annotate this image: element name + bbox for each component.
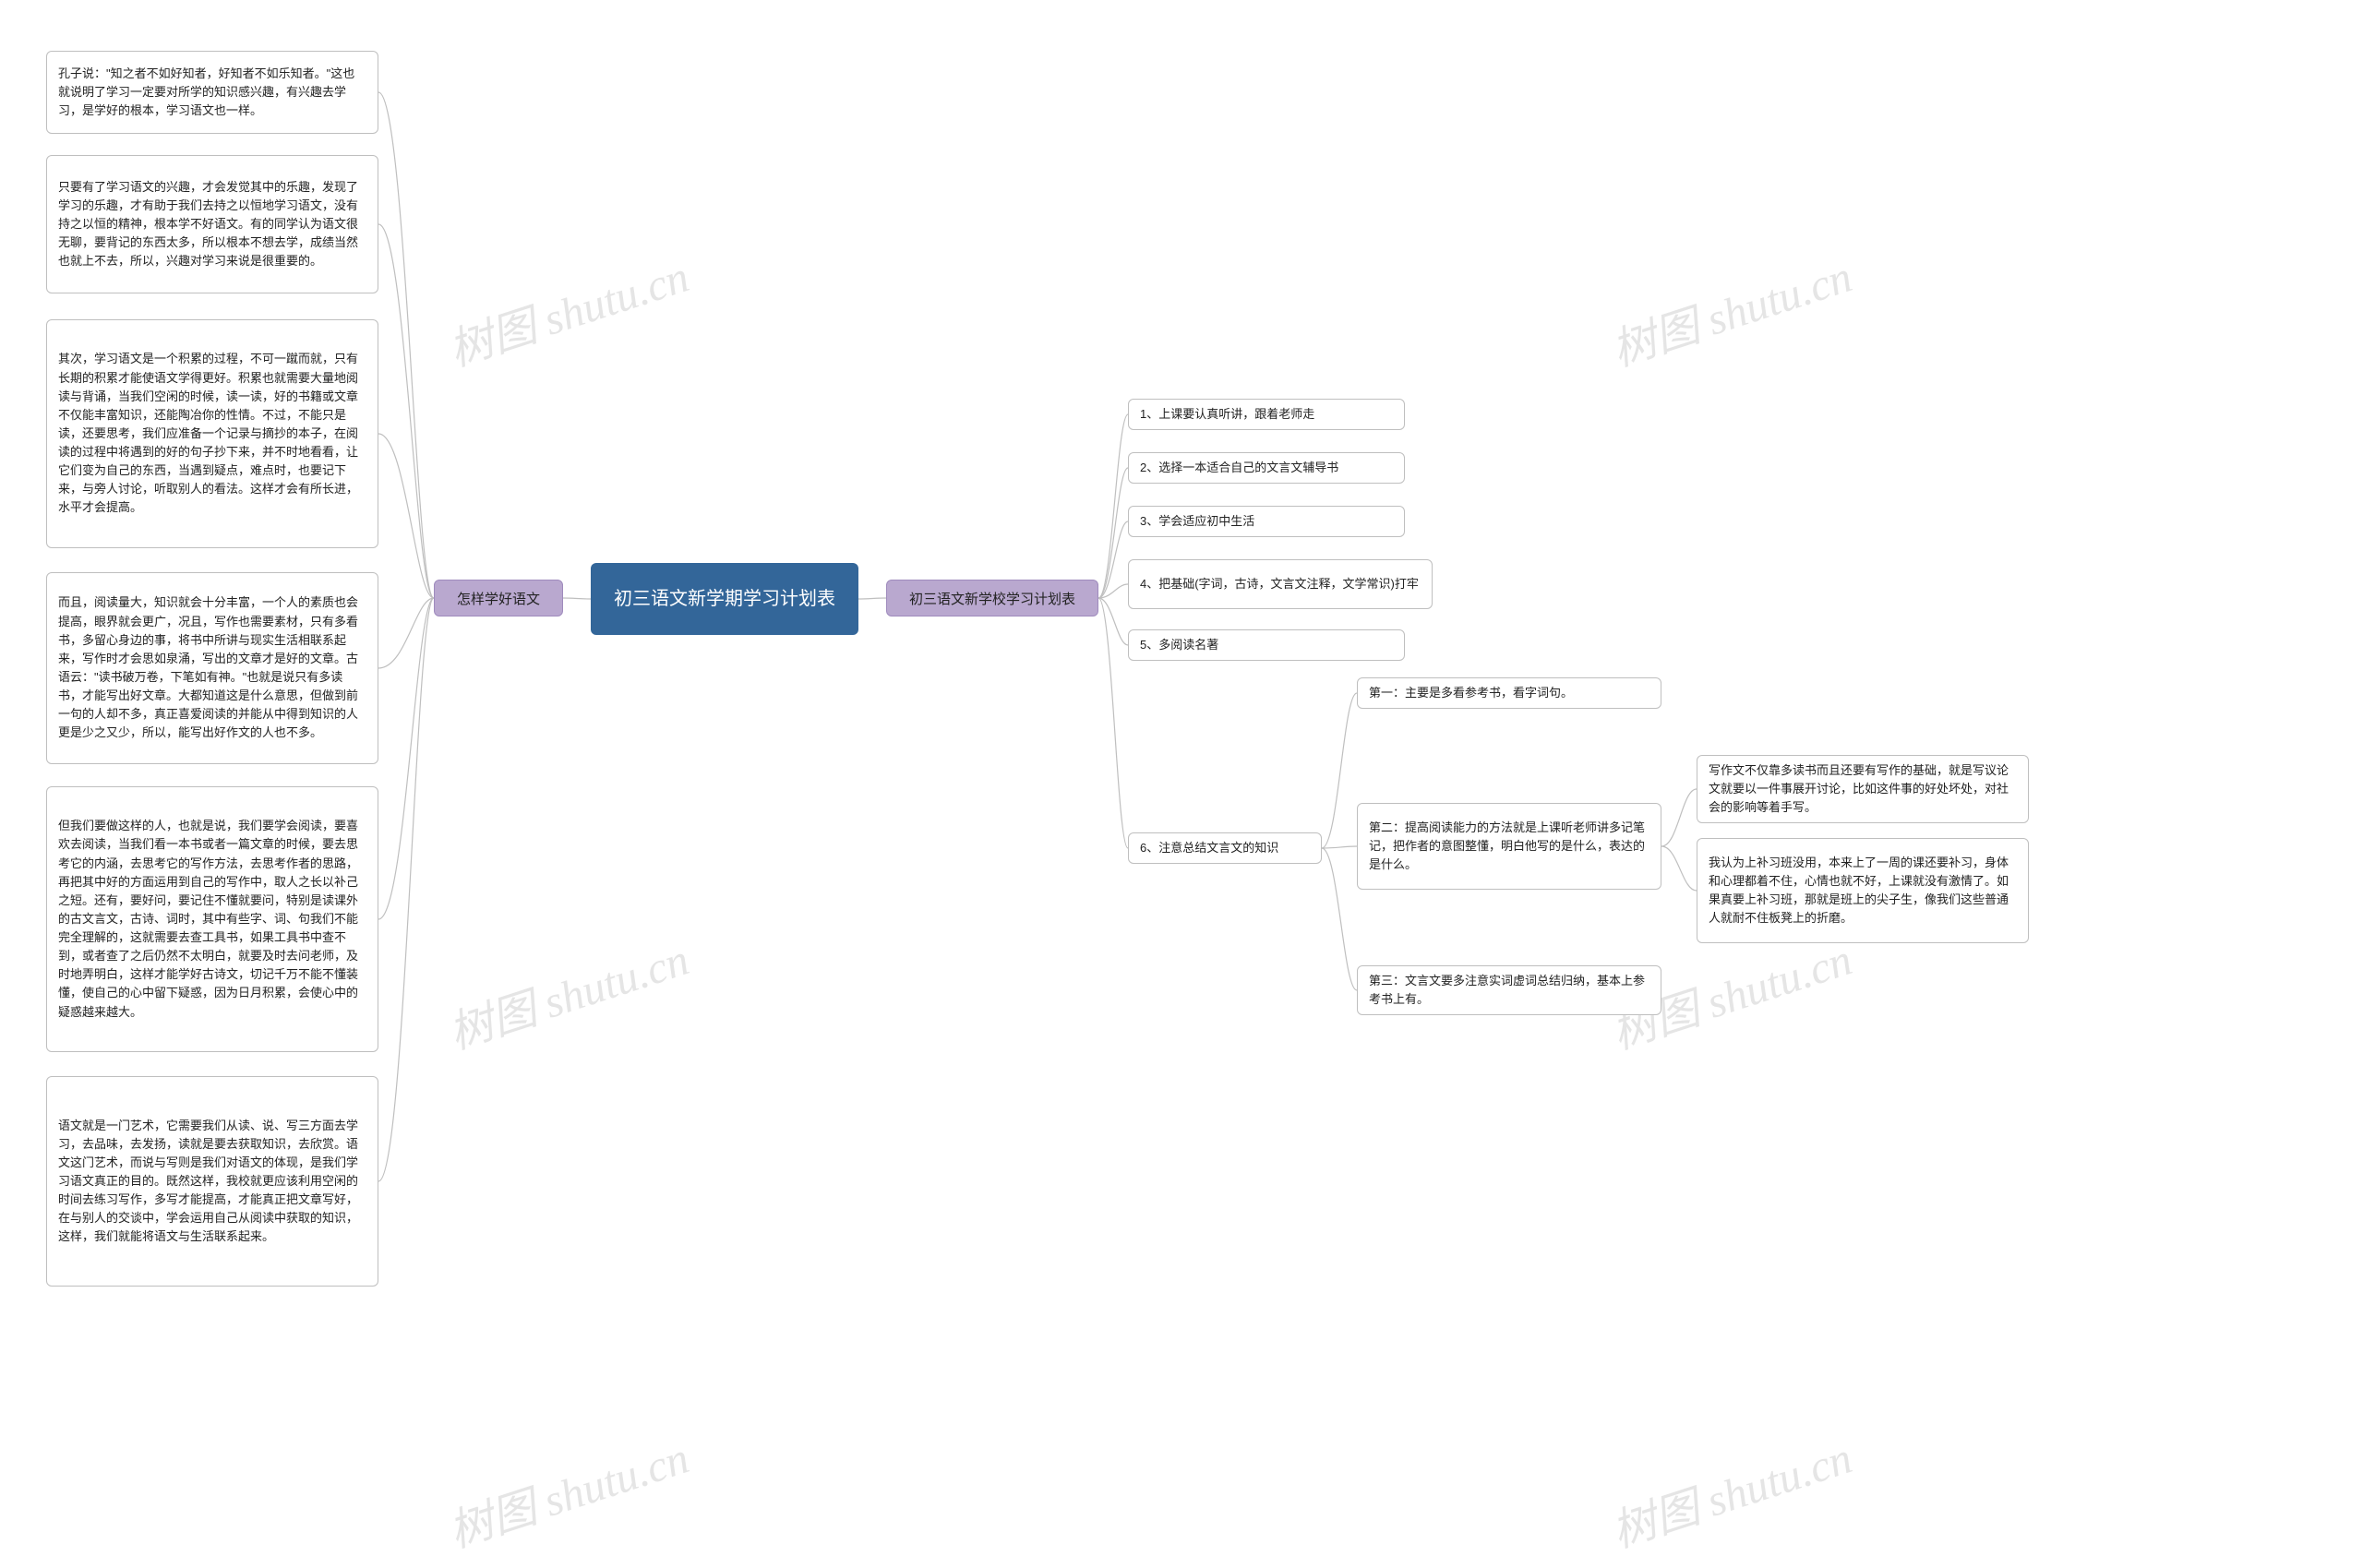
- leaf-text: 而且，阅读量大，知识就会十分丰富，一个人的素质也会提高，眼界就会更广，况且，写作…: [58, 593, 366, 742]
- watermark: 树图 shutu.cn: [439, 1421, 696, 1560]
- leaf-text: 第二：提高阅读能力的方法就是上课听老师讲多记笔记，把作者的意图整懂，明白他写的是…: [1369, 819, 1649, 874]
- left-leaf-4[interactable]: 但我们要做这样的人，也就是说，我们要学会阅读，要喜欢去阅读，当我们看一本书或者一…: [46, 786, 378, 1052]
- left-leaf-1[interactable]: 只要有了学习语文的兴趣，才会发觉其中的乐趣，发现了学习的乐趣，才有助于我们去持之…: [46, 155, 378, 293]
- right-leaf-0[interactable]: 1、上课要认真听讲，跟着老师走: [1128, 399, 1405, 430]
- leaf-text: 第三：文言文要多注意实词虚词总结归纳，基本上参考书上有。: [1369, 972, 1649, 1009]
- branch-left-label: 怎样学好语文: [457, 589, 540, 608]
- leaf-text: 只要有了学习语文的兴趣，才会发觉其中的乐趣，发现了学习的乐趣，才有助于我们去持之…: [58, 178, 366, 271]
- left-leaf-3[interactable]: 而且，阅读量大，知识就会十分丰富，一个人的素质也会提高，眼界就会更广，况且，写作…: [46, 572, 378, 764]
- watermark: 树图 shutu.cn: [1602, 240, 1859, 378]
- leaf-text: 6、注意总结文言文的知识: [1140, 839, 1278, 857]
- mindmap-canvas: 树图 shutu.cn 树图 shutu.cn 树图 shutu.cn 树图 s…: [0, 0, 2363, 1568]
- right-leaf-5-child-1-sub-1[interactable]: 我认为上补习班没用，本来上了一周的课还要补习，身体和心理都着不住，心情也就不好，…: [1697, 838, 2029, 943]
- watermark: 树图 shutu.cn: [439, 923, 696, 1061]
- left-leaf-5[interactable]: 语文就是一门艺术，它需要我们从读、说、写三方面去学习，去品味，去发扬，读就是要去…: [46, 1076, 378, 1287]
- right-leaf-4[interactable]: 5、多阅读名著: [1128, 629, 1405, 661]
- root-node[interactable]: 初三语文新学期学习计划表: [591, 563, 858, 635]
- leaf-text: 我认为上补习班没用，本来上了一周的课还要补习，身体和心理都着不住，心情也就不好，…: [1709, 854, 2017, 928]
- leaf-text: 2、选择一本适合自己的文言文辅导书: [1140, 459, 1338, 477]
- leaf-text: 孔子说："知之者不如好知者，好知者不如乐知者。"这也就说明了学习一定要对所学的知…: [58, 65, 366, 120]
- leaf-text: 1、上课要认真听讲，跟着老师走: [1140, 405, 1314, 424]
- leaf-text: 写作文不仅靠多读书而且还要有写作的基础，就是写议论文就要以一件事展开讨论，比如这…: [1709, 761, 2017, 817]
- leaf-text: 4、把基础(字词，古诗，文言文注释，文学常识)打牢: [1140, 575, 1419, 593]
- leaf-text: 语文就是一门艺术，它需要我们从读、说、写三方面去学习，去品味，去发扬，读就是要去…: [58, 1117, 366, 1247]
- right-leaf-1[interactable]: 2、选择一本适合自己的文言文辅导书: [1128, 452, 1405, 484]
- watermark: 树图 shutu.cn: [1602, 1421, 1859, 1560]
- right-leaf-5-child-0[interactable]: 第一：主要是多看参考书，看字词句。: [1357, 677, 1661, 709]
- right-leaf-2[interactable]: 3、学会适应初中生活: [1128, 506, 1405, 537]
- left-leaf-0[interactable]: 孔子说："知之者不如好知者，好知者不如乐知者。"这也就说明了学习一定要对所学的知…: [46, 51, 378, 134]
- branch-left[interactable]: 怎样学好语文: [434, 580, 563, 616]
- watermark: 树图 shutu.cn: [439, 240, 696, 378]
- leaf-text: 但我们要做这样的人，也就是说，我们要学会阅读，要喜欢去阅读，当我们看一本书或者一…: [58, 817, 366, 1022]
- right-leaf-5[interactable]: 6、注意总结文言文的知识: [1128, 832, 1322, 864]
- branch-right[interactable]: 初三语文新学校学习计划表: [886, 580, 1098, 616]
- leaf-text: 第一：主要是多看参考书，看字词句。: [1369, 684, 1573, 702]
- leaf-text: 5、多阅读名著: [1140, 636, 1218, 654]
- root-label: 初三语文新学期学习计划表: [614, 586, 835, 612]
- leaf-text: 其次，学习语文是一个积累的过程，不可一蹴而就，只有长期的积累才能使语文学得更好。…: [58, 350, 366, 517]
- leaf-text: 3、学会适应初中生活: [1140, 512, 1254, 531]
- right-leaf-3[interactable]: 4、把基础(字词，古诗，文言文注释，文学常识)打牢: [1128, 559, 1433, 609]
- right-leaf-5-child-1[interactable]: 第二：提高阅读能力的方法就是上课听老师讲多记笔记，把作者的意图整懂，明白他写的是…: [1357, 803, 1661, 890]
- left-leaf-2[interactable]: 其次，学习语文是一个积累的过程，不可一蹴而就，只有长期的积累才能使语文学得更好。…: [46, 319, 378, 548]
- right-leaf-5-child-1-sub-0[interactable]: 写作文不仅靠多读书而且还要有写作的基础，就是写议论文就要以一件事展开讨论，比如这…: [1697, 755, 2029, 823]
- branch-right-label: 初三语文新学校学习计划表: [909, 589, 1075, 608]
- right-leaf-5-child-2[interactable]: 第三：文言文要多注意实词虚词总结归纳，基本上参考书上有。: [1357, 965, 1661, 1015]
